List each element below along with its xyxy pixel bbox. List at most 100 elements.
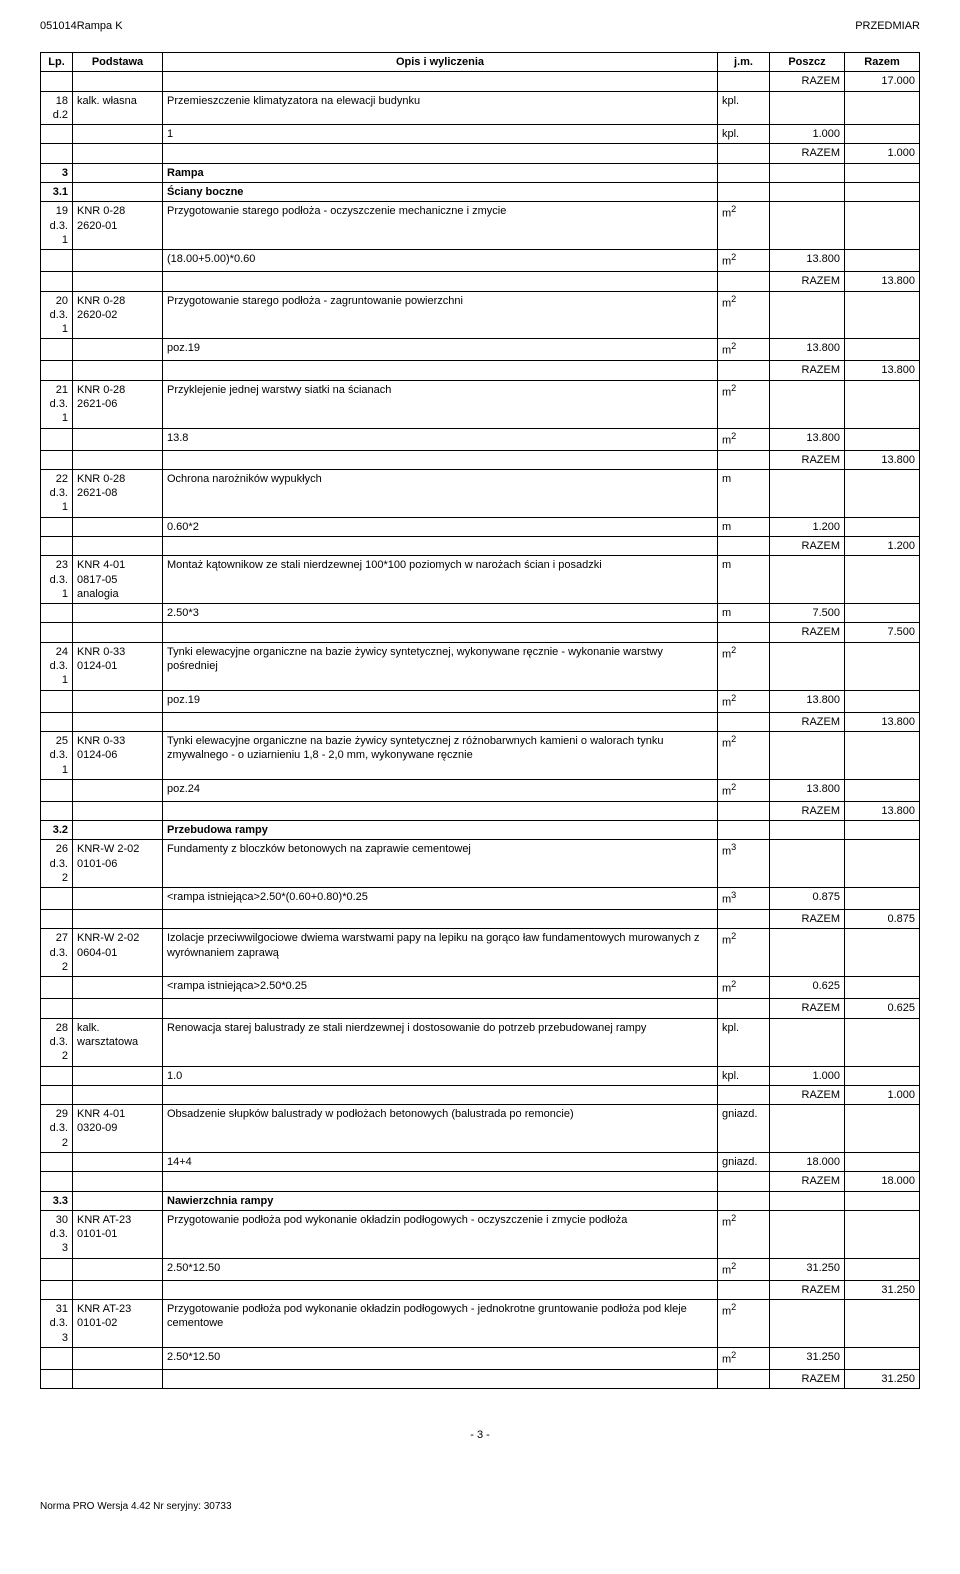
calc-expr: poz.19 [163,690,718,712]
calc-poszcz: 1.200 [770,517,845,536]
table-row: 31d.3.3KNR AT-230101-02Przygotowanie pod… [41,1300,920,1348]
razem-label: RAZEM [770,712,845,731]
table-row: RAZEM0.625 [41,999,920,1018]
item-opis: Tynki elewacyjne organiczne na bazie żyw… [163,642,718,690]
page-header: 051014Rampa K PRZEDMIAR [40,20,920,32]
table-row: RAZEM13.800 [41,801,920,820]
table-row: 25d.3.1KNR 0-330124-06Tynki elewacyjne o… [41,731,920,779]
item-lp: 20d.3.1 [41,291,73,339]
table-row: (18.00+5.00)*0.60m213.800 [41,250,920,272]
item-lp: 26d.3.2 [41,840,73,888]
item-podstawa: kalk. warsztatowa [73,1018,163,1066]
table-row: RAZEM17.000 [41,72,920,91]
razem-label: RAZEM [770,272,845,291]
item-lp: 29d.3.2 [41,1105,73,1153]
table-row: 27d.3.2KNR-W 2-020604-01Izolacje przeciw… [41,929,920,977]
calc-expr: <rampa istniejąca>2.50*(0.60+0.80)*0.25 [163,888,718,910]
calc-expr: 0.60*2 [163,517,718,536]
razem-label: RAZEM [770,144,845,163]
item-opis: Przygotowanie podłoża pod wykonanie okła… [163,1300,718,1348]
header-right: PRZEDMIAR [855,20,920,32]
item-opis: Przygotowanie starego podłoża - zagrunto… [163,291,718,339]
razem-value: 17.000 [845,72,920,91]
calc-jm: m2 [718,428,770,450]
item-podstawa: KNR AT-230101-02 [73,1300,163,1348]
razem-label: RAZEM [770,1085,845,1104]
calc-poszcz: 13.800 [770,690,845,712]
col-opis: Opis i wyliczenia [163,53,718,72]
item-jm: m3 [718,840,770,888]
item-opis: Izolacje przeciwwilgociowe dwiema warstw… [163,929,718,977]
calc-jm: kpl. [718,1066,770,1085]
table-row: RAZEM7.500 [41,623,920,642]
col-poszcz: Poszcz [770,53,845,72]
item-jm: gniazd. [718,1105,770,1153]
item-lp: 24d.3.1 [41,642,73,690]
calc-poszcz: 18.000 [770,1153,845,1172]
item-podstawa: KNR 0-282620-01 [73,202,163,250]
item-jm: m2 [718,380,770,428]
item-podstawa: KNR 4-010320-09 [73,1105,163,1153]
table-row: 30d.3.3KNR AT-230101-01Przygotowanie pod… [41,1210,920,1258]
table-header-row: Lp. Podstawa Opis i wyliczenia j.m. Posz… [41,53,920,72]
table-row: 19d.3.1KNR 0-282620-01Przygotowanie star… [41,202,920,250]
section-lp: 3.3 [41,1191,73,1210]
razem-label: RAZEM [770,361,845,380]
calc-jm: m [718,604,770,623]
calc-jm: m3 [718,888,770,910]
calc-poszcz: 31.250 [770,1258,845,1280]
section-title: Ściany boczne [163,183,718,202]
item-jm: m2 [718,1210,770,1258]
razem-value: 1.200 [845,536,920,555]
item-jm: m [718,556,770,604]
calc-expr: 14+4 [163,1153,718,1172]
table-row: 13.8m213.800 [41,428,920,450]
table-row: 21d.3.1KNR 0-282621-06Przyklejenie jedne… [41,380,920,428]
razem-value: 13.800 [845,801,920,820]
calc-poszcz: 31.250 [770,1347,845,1369]
section-title: Przebudowa rampy [163,821,718,840]
razem-value: 13.800 [845,361,920,380]
col-podstawa: Podstawa [73,53,163,72]
calc-expr: 2.50*3 [163,604,718,623]
section-lp: 3 [41,163,73,182]
table-row: 1kpl.1.000 [41,125,920,144]
table-row: 26d.3.2KNR-W 2-020101-06Fundamenty z blo… [41,840,920,888]
razem-label: RAZEM [770,1172,845,1191]
header-left: 051014Rampa K [40,20,123,32]
razem-label: RAZEM [770,999,845,1018]
table-row: poz.19m213.800 [41,339,920,361]
table-row: 20d.3.1KNR 0-282620-02Przygotowanie star… [41,291,920,339]
table-row: RAZEM13.800 [41,272,920,291]
table-row: 24d.3.1KNR 0-330124-01Tynki elewacyjne o… [41,642,920,690]
razem-value: 18.000 [845,1172,920,1191]
table-row: 28d.3.2kalk. warsztatowaRenowacja starej… [41,1018,920,1066]
item-lp: 31d.3.3 [41,1300,73,1348]
item-opis: Fundamenty z bloczków betonowych na zapr… [163,840,718,888]
calc-expr: <rampa istniejąca>2.50*0.25 [163,977,718,999]
calc-poszcz: 13.800 [770,428,845,450]
item-lp: 30d.3.3 [41,1210,73,1258]
table-row: RAZEM13.800 [41,361,920,380]
table-row: RAZEM18.000 [41,1172,920,1191]
table-row: 2.50*12.50m231.250 [41,1347,920,1369]
item-lp: 18d.2 [41,91,73,125]
col-lp: Lp. [41,53,73,72]
item-opis: Przygotowanie starego podłoża - oczyszcz… [163,202,718,250]
calc-expr: 2.50*12.50 [163,1258,718,1280]
razem-label: RAZEM [770,623,845,642]
calc-jm: m2 [718,250,770,272]
calc-jm: m2 [718,779,770,801]
table-row: RAZEM31.250 [41,1280,920,1299]
razem-label: RAZEM [770,72,845,91]
calc-jm: m2 [718,1258,770,1280]
table-row: 3.1Ściany boczne [41,183,920,202]
item-jm: m2 [718,642,770,690]
item-podstawa: KNR 4-010817-05analogia [73,556,163,604]
item-podstawa: KNR AT-230101-01 [73,1210,163,1258]
calc-expr: 13.8 [163,428,718,450]
table-row: 14+4gniazd.18.000 [41,1153,920,1172]
item-lp: 25d.3.1 [41,731,73,779]
razem-value: 7.500 [845,623,920,642]
item-lp: 21d.3.1 [41,380,73,428]
